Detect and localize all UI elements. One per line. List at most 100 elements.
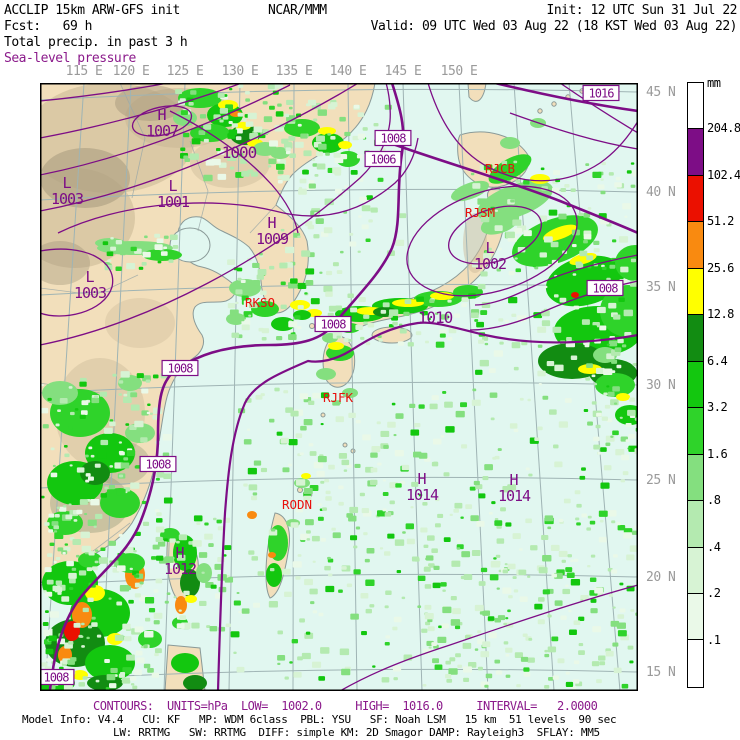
svg-text:H: H [509, 471, 518, 489]
colorbar-segment [688, 268, 703, 316]
lon-tick-label: 140 E [329, 64, 367, 79]
colorbar-unit: mm [707, 76, 721, 90]
org-label: NCAR/MMM [268, 3, 327, 18]
lon-tick-label: 145 E [384, 64, 422, 79]
svg-text:1008: 1008 [146, 458, 172, 472]
colorbar-segment [688, 315, 703, 362]
lon-tick-label: 150 E [440, 64, 478, 79]
lon-tick-label: 125 E [166, 64, 204, 79]
colorbar-tick-label: .1 [707, 632, 721, 647]
colorbar-tick-label: 25.6 [707, 260, 734, 275]
colorbar-tick-label: .4 [707, 539, 721, 554]
contour-value-label: 1010 [418, 308, 453, 327]
svg-text:1003: 1003 [51, 190, 83, 208]
colorbar-segment [688, 175, 703, 223]
svg-text:L: L [485, 239, 494, 257]
svg-text:1003: 1003 [74, 284, 106, 302]
colorbar-segment [688, 408, 703, 455]
init-time: Init: 12 UTC Sun 31 Jul 22 [546, 3, 738, 18]
svg-text:L: L [62, 174, 71, 192]
svg-text:1008: 1008 [321, 318, 347, 332]
boxed-contour-label: 1008 [139, 455, 177, 473]
colorbar-segment [688, 361, 703, 409]
colorbar-segment [688, 547, 703, 594]
colorbar-tick-label: .2 [707, 586, 721, 601]
svg-text:H: H [157, 106, 166, 124]
lat-tick-label: 30 N [646, 378, 676, 393]
svg-text:1008: 1008 [168, 362, 194, 376]
svg-text:1006: 1006 [371, 153, 397, 167]
lat-tick-label: 15 N [646, 665, 676, 680]
colorbar-segment [688, 129, 703, 176]
svg-text:1016: 1016 [589, 87, 615, 101]
colorbar-segment [688, 222, 703, 269]
map-canvas: H 1007 L 1003 L 1001 L 1003 H 1009 L 1002 H 1014 H 1014… [40, 83, 638, 691]
colorbar-segment [688, 593, 703, 641]
boxed-contour-label: 1008 [586, 279, 624, 297]
boxed-contour-label: 1006 [364, 150, 402, 168]
svg-text:1002: 1002 [474, 255, 506, 273]
precipitation-layer [40, 83, 638, 691]
forecast-hour: Fcst: 69 h [4, 19, 92, 34]
model-info-line2: LW: RRTMG SW: RRTMG DIFF: simple KM: 2D … [113, 726, 600, 739]
svg-text:1008: 1008 [44, 671, 70, 685]
lat-tick-label: 40 N [646, 185, 676, 200]
model-title: ACCLIP 15km ARW-GFS init [4, 3, 180, 18]
boxed-contour-label: 1008 [161, 359, 199, 377]
colorbar-segment [688, 454, 703, 502]
svg-text:1008: 1008 [593, 282, 619, 296]
svg-text:H: H [267, 214, 276, 232]
svg-text:1007: 1007 [146, 122, 178, 140]
lon-tick-label: 120 E [112, 64, 150, 79]
svg-text:1008: 1008 [381, 132, 407, 146]
station-label: RODN [282, 497, 312, 512]
colorbar-segment [688, 640, 703, 687]
contour-value-label: 1000 [222, 143, 257, 162]
colorbar-tick-label: 51.2 [707, 214, 734, 229]
svg-text:H: H [417, 470, 426, 488]
valid-time: Valid: 09 UTC Wed 03 Aug 22 (18 KST Wed … [370, 19, 738, 34]
station-label: RJCB [485, 161, 515, 176]
boxed-contour-label: 1008 [314, 315, 352, 333]
svg-text:L: L [168, 177, 177, 195]
svg-text:1014: 1014 [406, 486, 439, 504]
map-frame [40, 83, 638, 691]
colorbar-tick-label: 1.6 [707, 446, 728, 461]
svg-text:1014: 1014 [498, 487, 531, 505]
lon-tick-label: 115 E [65, 64, 103, 79]
lat-tick-label: 25 N [646, 473, 676, 488]
station-label: RJFK [323, 390, 354, 405]
field-name-slp: Sea-level pressure [4, 51, 136, 66]
lon-tick-label: 135 E [275, 64, 313, 79]
boxed-contour-label: 1008 [40, 668, 75, 686]
svg-text:1001: 1001 [157, 193, 190, 211]
lat-tick-label: 35 N [646, 280, 676, 295]
lon-tick-label: 130 E [221, 64, 259, 79]
colorbar-segment [688, 83, 703, 130]
contour-info-line: CONTOURS: UNITS=hPa LOW= 1002.0 HIGH= 10… [93, 699, 598, 713]
lat-tick-label: 45 N [646, 85, 676, 100]
colorbar-tick-label: 12.8 [707, 307, 734, 322]
colorbar-tick-label: 102.4 [707, 167, 740, 182]
colorbar-tick-label: .8 [707, 493, 721, 508]
lat-tick-label: 20 N [646, 570, 676, 585]
model-info-line1: Model Info: V4.4 CU: KF MP: WDM 6class P… [22, 713, 617, 726]
precip-colorbar [687, 82, 704, 688]
colorbar-tick-label: 204.8 [707, 121, 740, 136]
colorbar-tick-label: 3.2 [707, 400, 728, 415]
svg-text:L: L [85, 268, 94, 286]
svg-text:1009: 1009 [256, 230, 289, 248]
colorbar-tick-label: 6.4 [707, 353, 728, 368]
svg-text:1012: 1012 [164, 560, 196, 578]
colorbar-segment [688, 501, 703, 548]
